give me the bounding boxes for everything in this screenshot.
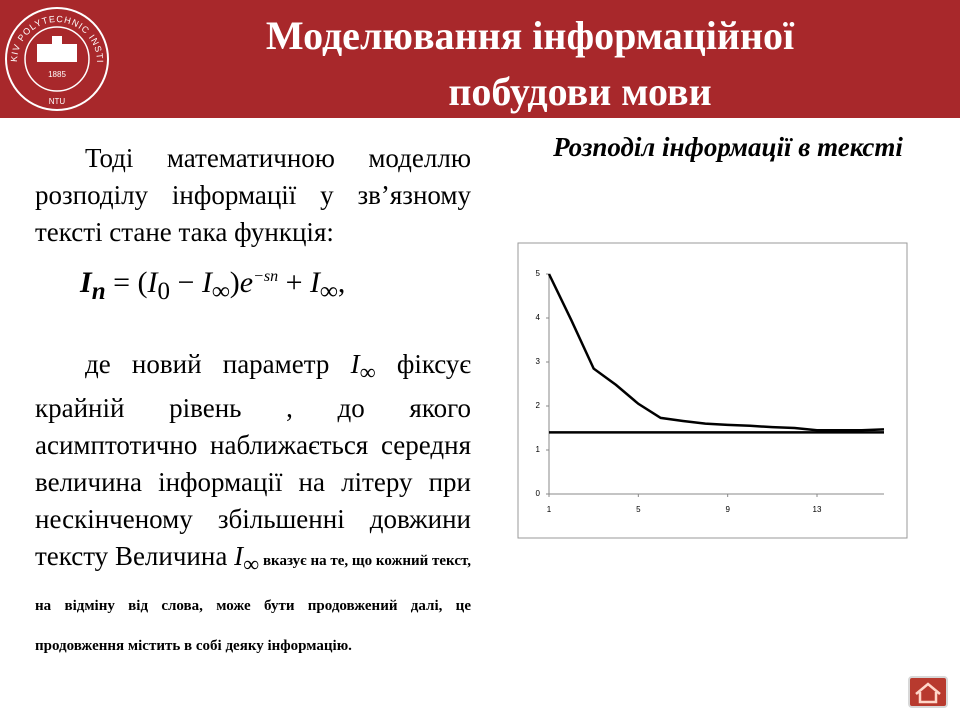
y-tick-label: 2 [536, 401, 541, 410]
f: e [239, 266, 254, 299]
y-tick-label: 1 [536, 445, 541, 454]
header: KHARKIV POLYTECHNIC INSTITUTE 1885 NTU М… [0, 0, 960, 118]
title-line: Моделювання інформаційної [265, 13, 795, 58]
logo-ring [5, 7, 109, 111]
y-tick-label: 0 [536, 489, 541, 498]
home-button[interactable] [908, 676, 948, 708]
f: I [147, 266, 158, 299]
f: I [80, 266, 92, 299]
x-tick-label: 5 [636, 505, 641, 514]
title-line: побудови мови [448, 69, 712, 114]
y-tick-label: 4 [536, 313, 541, 322]
f: ∞ [320, 278, 338, 305]
chart-frame [517, 242, 908, 539]
x-tick-label: 1 [547, 505, 552, 514]
text: де новий параметр [85, 349, 351, 379]
f: n [91, 278, 106, 305]
y-tick-label: 3 [536, 357, 541, 366]
f: + [278, 266, 311, 299]
f: , [337, 266, 346, 299]
logo-year: 1885 [48, 70, 66, 79]
paragraph: Тоді математичною моделлю розподілу інфо… [35, 143, 471, 247]
symbol: I [234, 541, 244, 572]
symbol: ∞ [243, 551, 260, 577]
f: −sn [253, 268, 279, 285]
f: ) [229, 266, 240, 299]
f: 0 [157, 278, 171, 305]
x-tick-label: 13 [813, 505, 822, 514]
f: I [310, 266, 321, 299]
logo-abbr: NTU [49, 97, 66, 106]
text: фіксує крайній рівень , до якого асимпто… [35, 349, 471, 572]
f: ∞ [211, 278, 230, 305]
text: вказує на те, що кожний текст, на відмін… [35, 553, 471, 654]
f: I [201, 266, 212, 299]
symbol: I [350, 349, 360, 379]
f: = ( [105, 266, 148, 299]
chart-title: Розподіл інформації в тексті [553, 132, 903, 162]
paragraph: де новий параметр I∞ фіксує крайній ріве… [35, 346, 471, 663]
formula: In = (I0 − I∞)e−sn + I∞, [80, 257, 471, 312]
logo-inner [24, 26, 90, 92]
home-icon [915, 682, 941, 704]
body-text: Тоді математичною моделлю розподілу інфо… [35, 140, 471, 663]
x-tick-label: 9 [725, 505, 730, 514]
logo: KHARKIV POLYTECHNIC INSTITUTE 1885 NTU [0, 0, 109, 111]
y-tick-label: 5 [536, 269, 541, 278]
series-line [547, 273, 885, 432]
logo-building [37, 36, 77, 62]
symbol: ∞ [359, 359, 376, 385]
f: − [170, 266, 202, 299]
